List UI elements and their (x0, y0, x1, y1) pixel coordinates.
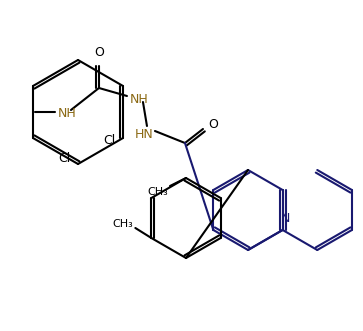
Text: N: N (281, 212, 290, 224)
Text: HN: HN (135, 127, 154, 140)
Text: NH: NH (58, 107, 77, 119)
Text: O: O (94, 46, 104, 59)
Text: Cl: Cl (103, 133, 115, 147)
Text: NH: NH (130, 92, 149, 106)
Text: O: O (208, 118, 218, 130)
Text: Cl: Cl (58, 152, 70, 165)
Text: CH₃: CH₃ (113, 219, 133, 229)
Text: CH₃: CH₃ (147, 187, 168, 197)
